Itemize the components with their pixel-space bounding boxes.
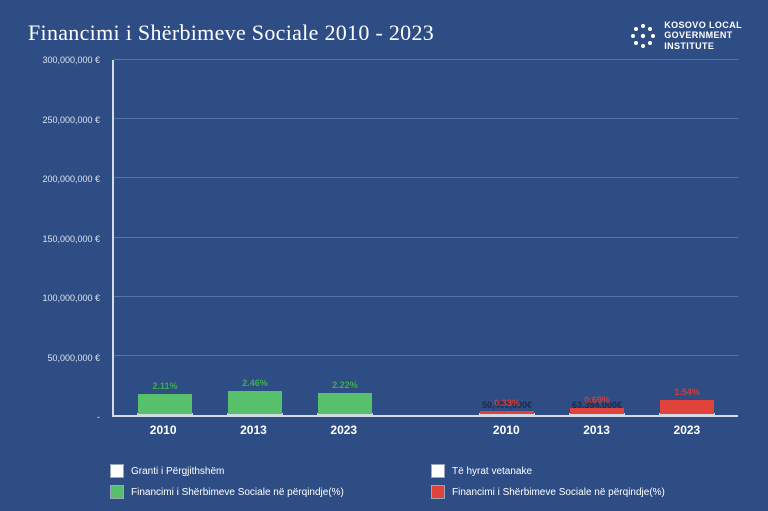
y-tick-label: 200,000,000 € xyxy=(42,174,100,184)
y-axis: -50,000,000 €100,000,000 €150,000,000 €2… xyxy=(30,60,106,417)
bar-column: 94,270,000€2.11% xyxy=(137,413,193,415)
logo-mark-icon xyxy=(630,23,656,49)
legend-item: Financimi i Shërbimeve Sociale në përqin… xyxy=(110,485,407,499)
gridline xyxy=(114,118,738,119)
bar-main: 255,210,000€2.22% xyxy=(317,413,373,415)
bars-container: 94,270,000€2.11% 134,491,791€2.46% 255,210… xyxy=(114,60,738,415)
bar-pct-label: 2.11% xyxy=(152,381,177,391)
bar-main: 63,394,000€0.69% xyxy=(569,413,625,415)
bar-column: 255,210,000€2.22% xyxy=(317,413,373,415)
logo-line-3: INSTITUTE xyxy=(664,41,742,51)
bar-column: 50,400,000€0.33% xyxy=(479,413,535,415)
logo-line-2: GOVERNMENT xyxy=(664,30,742,40)
x-tick-label: 2023 xyxy=(642,419,732,439)
x-tick-label: 2013 xyxy=(208,419,298,439)
bar-group: 50,400,000€0.33% xyxy=(462,60,552,415)
legend-label: Financimi i Shërbimeve Sociale në përqin… xyxy=(131,487,344,498)
bar-pct-label: 0.69% xyxy=(584,395,610,405)
bar-pct-overlay xyxy=(228,391,282,414)
gridline xyxy=(114,296,738,297)
legend-item: Granti i Përgjithshëm xyxy=(110,464,407,478)
bar-pct-overlay xyxy=(480,411,534,414)
legend-swatch xyxy=(110,485,124,499)
bar-column: 134,491,791€2.46% xyxy=(227,413,283,415)
x-tick-label: 2023 xyxy=(299,419,389,439)
bar-pct-label: 0.33% xyxy=(494,398,520,408)
legend-swatch xyxy=(110,464,124,478)
bar-pct-label: 2.46% xyxy=(242,378,268,388)
x-axis-labels: 201020132023201020132023 xyxy=(112,419,738,439)
gridline xyxy=(114,355,738,356)
bar-group: 255,210,000€2.22% xyxy=(300,60,390,415)
legend-swatch xyxy=(431,485,445,499)
bar-pct-overlay xyxy=(318,393,372,414)
chart-area: - 50,000,000 € 100,000,000 € 150,000,000 € 2… xyxy=(30,60,738,439)
legend-label: Financimi i Shërbimeve Sociale në përqin… xyxy=(452,487,665,498)
bar-main: 94,270,000€2.11% xyxy=(137,413,193,415)
x-tick-label: 2010 xyxy=(461,419,551,439)
bar-group: 98,519,262€1.54% xyxy=(642,60,732,415)
bar-pct-overlay xyxy=(138,394,192,414)
gridline xyxy=(114,237,738,238)
bar-column: 63,394,000€0.69% xyxy=(569,413,625,415)
gridline xyxy=(114,177,738,178)
chart-canvas: Financimi i Shërbimeve Sociale 2010 - 20… xyxy=(0,0,768,511)
bar-group: 94,270,000€2.11% xyxy=(120,60,210,415)
legend-item: Të hyrat vetanake xyxy=(431,464,728,478)
x-tick-label: 2013 xyxy=(551,419,641,439)
bar-pct-overlay xyxy=(660,400,714,414)
y-tick-label: 250,000,000 € xyxy=(42,115,100,125)
logo-line-1: KOSOVO LOCAL xyxy=(664,20,742,30)
plot-area: 94,270,000€2.11% 134,491,791€2.46% 255,210… xyxy=(112,60,738,417)
gridline xyxy=(114,59,738,60)
bar-pct-overlay xyxy=(570,408,624,414)
bar-pct-label: 1.54% xyxy=(674,387,700,397)
bar-column: 98,519,262€1.54% xyxy=(659,413,715,415)
x-spacer xyxy=(389,419,461,439)
bar-pct-label: 2.22% xyxy=(332,380,358,390)
logo-text: KOSOVO LOCAL GOVERNMENT INSTITUTE xyxy=(664,20,742,51)
bar-group: 63,394,000€0.69% xyxy=(552,60,642,415)
legend: Granti i Përgjithshëm Të hyrat vetanake Fi… xyxy=(110,464,728,499)
bar-main: 98,519,262€1.54% xyxy=(659,413,715,415)
y-tick-label: 50,000,000 € xyxy=(47,353,100,363)
bar-group: 134,491,791€2.46% xyxy=(210,60,300,415)
y-tick-label: 300,000,000 € xyxy=(42,55,100,65)
legend-label: Granti i Përgjithshëm xyxy=(131,466,224,477)
x-tick-label: 2010 xyxy=(118,419,208,439)
legend-label: Të hyrat vetanake xyxy=(452,466,532,477)
y-tick-label: 150,000,000 € xyxy=(42,234,100,244)
bar-main: 134,491,791€2.46% xyxy=(227,413,283,415)
bar-main: 50,400,000€0.33% xyxy=(479,413,535,415)
y-tick-label: 100,000,000 € xyxy=(42,293,100,303)
legend-swatch xyxy=(431,464,445,478)
y-tick-label: - xyxy=(97,412,100,422)
legend-item: Financimi i Shërbimeve Sociale në përqin… xyxy=(431,485,728,499)
org-logo: KOSOVO LOCAL GOVERNMENT INSTITUTE xyxy=(630,20,742,51)
